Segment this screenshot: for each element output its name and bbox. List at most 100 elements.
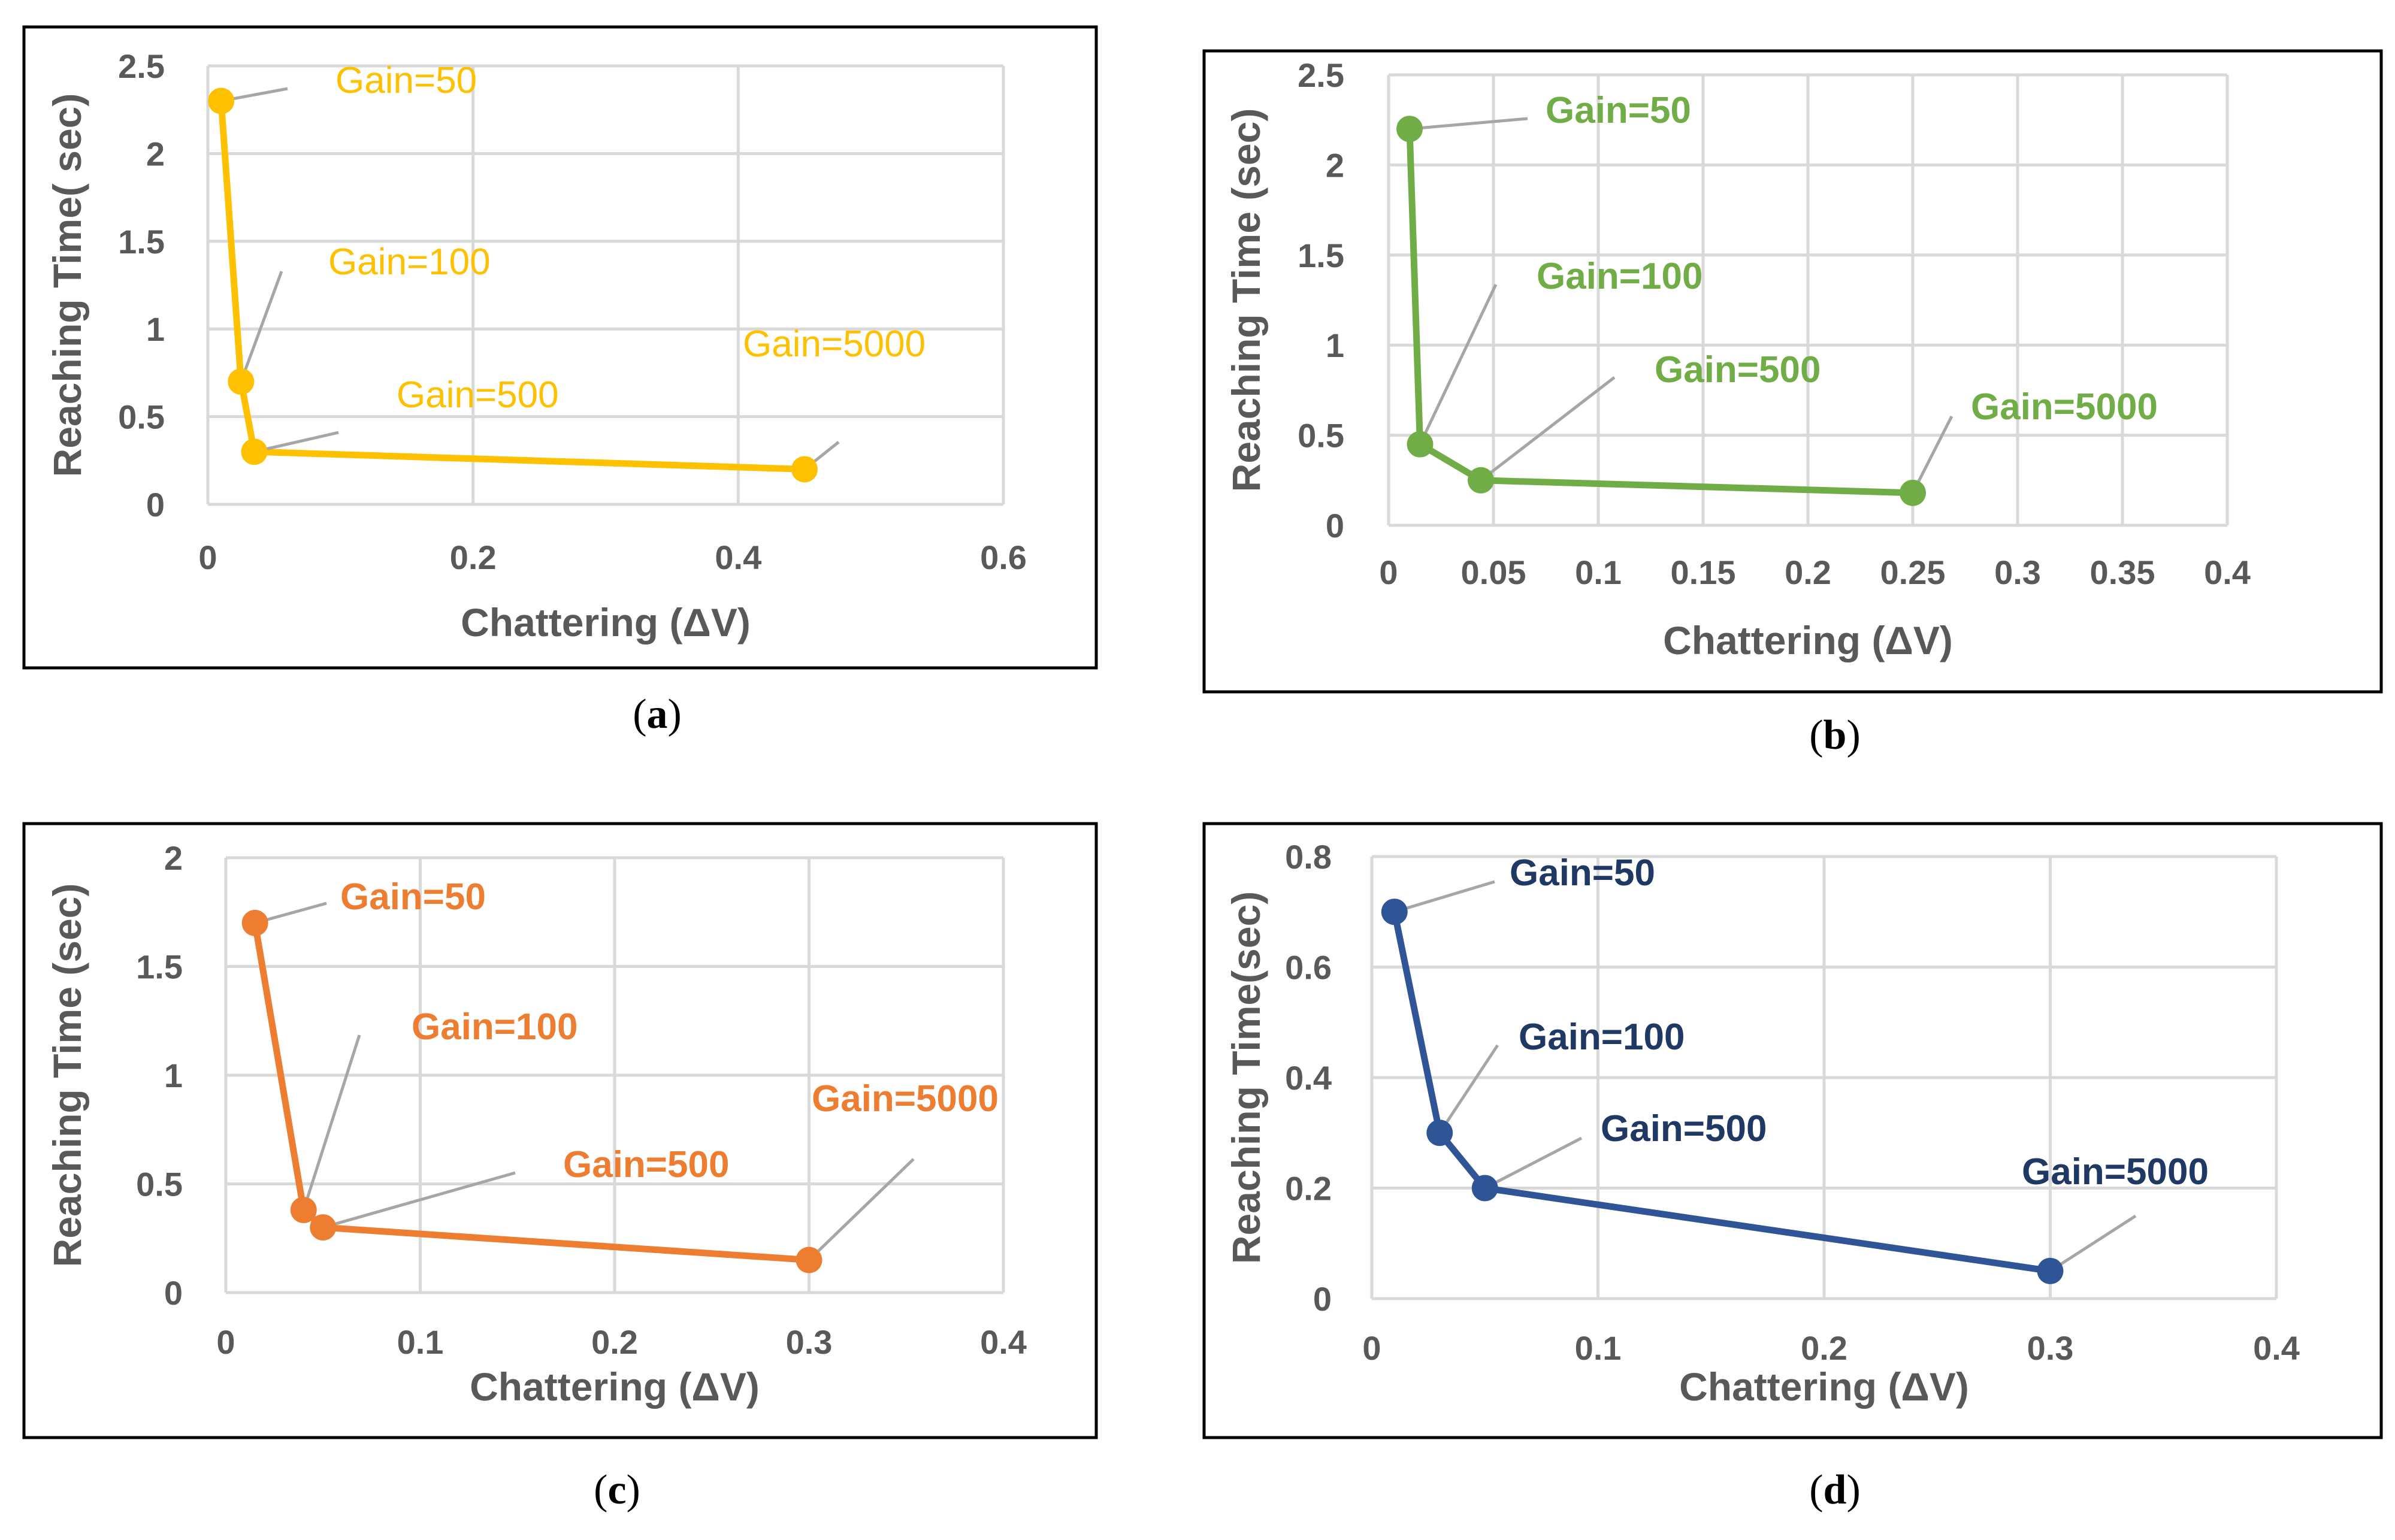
- data-point: [208, 87, 235, 114]
- chart-frame: [1202, 49, 2383, 694]
- data-label: Gain=50: [1546, 90, 1691, 131]
- chart-panel-d: 0 0.2 0.4 0.6 0.8 0 0.1 0.2 0.3 0.4 Chattering (ΔV…: [1202, 822, 2383, 1513]
- x-tick-label: 0.1: [1575, 1329, 1622, 1367]
- y-tick-label: 2.5: [1298, 56, 1344, 94]
- data-point: [2037, 1257, 2064, 1284]
- y-tick-label: 0.4: [1285, 1059, 1332, 1097]
- x-tick-label: 0: [198, 538, 217, 576]
- data-label: Gain=5000: [743, 323, 926, 365]
- y-tick-label: 0.8: [1285, 838, 1332, 876]
- panel-caption: (d): [1809, 1467, 1861, 1513]
- data-point: [241, 909, 268, 936]
- label-leader-line: [239, 271, 283, 382]
- data-label: Gain=5000: [1971, 386, 2158, 428]
- y-axis-title: Reaching Time( sec): [45, 93, 89, 477]
- data-point: [241, 438, 268, 465]
- y-axis-title: Reaching Time (sec): [1224, 108, 1268, 492]
- x-tick-label: 0.2: [450, 538, 497, 576]
- label-leader-line: [1911, 415, 1954, 494]
- data-label: Gain=500: [563, 1144, 729, 1185]
- label-leader-line: [1419, 283, 1498, 445]
- panel-caption: (a): [633, 691, 682, 737]
- data-point: [1471, 1175, 1498, 1202]
- x-tick-label: 0.3: [2027, 1329, 2074, 1367]
- x-tick-label: 0.6: [980, 538, 1027, 576]
- series-line: [217, 98, 808, 473]
- chart-frame: [22, 25, 1098, 670]
- y-tick-label: 0.2: [1285, 1170, 1332, 1208]
- x-axis-title: Chattering (ΔV): [461, 600, 751, 645]
- x-axis-title: Chattering (ΔV): [470, 1364, 760, 1409]
- x-tick-label: 0.4: [2204, 553, 2251, 591]
- y-tick-label: 1: [164, 1057, 183, 1094]
- y-tick-label: 0: [1326, 507, 1344, 544]
- data-label: Gain=500: [1601, 1108, 1767, 1149]
- y-tick-label: 0: [146, 486, 165, 524]
- data-point: [1407, 431, 1434, 458]
- data-point: [1468, 467, 1494, 494]
- x-tick-label: 0.15: [1671, 553, 1736, 591]
- y-tick-label: 0.5: [136, 1166, 183, 1203]
- x-tick-label: 0.3: [1994, 553, 2041, 591]
- data-label: Gain=5000: [2022, 1151, 2209, 1193]
- y-tick-label: 2: [164, 839, 183, 877]
- data-point: [310, 1214, 337, 1241]
- y-tick-label: 0.6: [1285, 949, 1332, 987]
- data-label: Gain=50: [1510, 852, 1655, 894]
- y-tick-label: 2.5: [118, 47, 165, 85]
- data-label: Gain=500: [397, 374, 559, 416]
- x-tick-label: 0: [1362, 1329, 1381, 1367]
- y-tick-label: 1: [146, 310, 165, 348]
- y-axis-title: Reaching Time(sec): [1224, 891, 1268, 1264]
- data-label: Gain=100: [412, 1006, 577, 1048]
- data-point: [228, 368, 255, 395]
- x-tick-label: 0.25: [1880, 553, 1946, 591]
- x-tick-label: 0.4: [980, 1323, 1027, 1361]
- x-axis-title: Chattering (ΔV): [1679, 1364, 1969, 1409]
- y-tick-label: 0.5: [118, 398, 165, 436]
- label-leader-line: [1480, 376, 1616, 482]
- label-leader-line: [302, 1034, 361, 1211]
- data-label: Gain=5000: [812, 1078, 999, 1120]
- label-leader-line: [1409, 117, 1528, 131]
- data-point: [791, 456, 818, 483]
- data-point: [1426, 1120, 1453, 1146]
- y-axis-title: Reaching Time (sec): [45, 884, 89, 1267]
- data-point: [290, 1197, 317, 1224]
- label-leader-line: [2049, 1214, 2137, 1272]
- y-tick-label: 1: [1326, 326, 1344, 364]
- data-point: [796, 1246, 822, 1273]
- data-label: Gain=500: [1655, 349, 1821, 391]
- data-label: Gain=50: [335, 60, 477, 101]
- x-tick-label: 0.4: [2253, 1329, 2300, 1367]
- x-tick-label: 0.1: [1575, 553, 1622, 591]
- y-tick-label: 0.5: [1298, 417, 1344, 455]
- data-label: Gain=50: [340, 876, 486, 918]
- x-tick-label: 0.35: [2090, 553, 2155, 591]
- series-line: [1391, 908, 2054, 1275]
- label-leader-line: [322, 1171, 516, 1229]
- x-tick-label: 0.3: [786, 1323, 833, 1361]
- label-leader-line: [1484, 1136, 1583, 1190]
- y-tick-label: 1.5: [1298, 237, 1344, 274]
- data-label: Gain=100: [328, 241, 491, 283]
- y-tick-label: 1.5: [118, 223, 165, 261]
- label-leader-line: [1394, 880, 1495, 913]
- chart-panel-b: 0 0.5 1 1.5 2 2.5 0 0.05 0.1 0.15 0.2 0.25 0.3 0.35 0.…: [1202, 49, 2383, 758]
- y-tick-label: 2: [1326, 146, 1344, 184]
- data-point: [1396, 116, 1423, 143]
- y-tick-label: 0: [1313, 1280, 1332, 1318]
- chart-frame: [22, 822, 1098, 1439]
- x-tick-label: 0: [1379, 553, 1398, 591]
- x-tick-label: 0.4: [715, 538, 761, 576]
- data-label: Gain=100: [1537, 256, 1702, 297]
- label-leader-line: [808, 1158, 915, 1261]
- x-tick-label: 0: [216, 1323, 235, 1361]
- y-tick-label: 0: [164, 1274, 183, 1312]
- panel-caption: (c): [594, 1467, 640, 1513]
- x-tick-label: 0.05: [1461, 553, 1526, 591]
- panel-caption: (b): [1809, 712, 1861, 758]
- label-leader-line: [253, 431, 339, 453]
- series-line: [1406, 125, 1916, 497]
- x-tick-label: 0.2: [591, 1323, 638, 1361]
